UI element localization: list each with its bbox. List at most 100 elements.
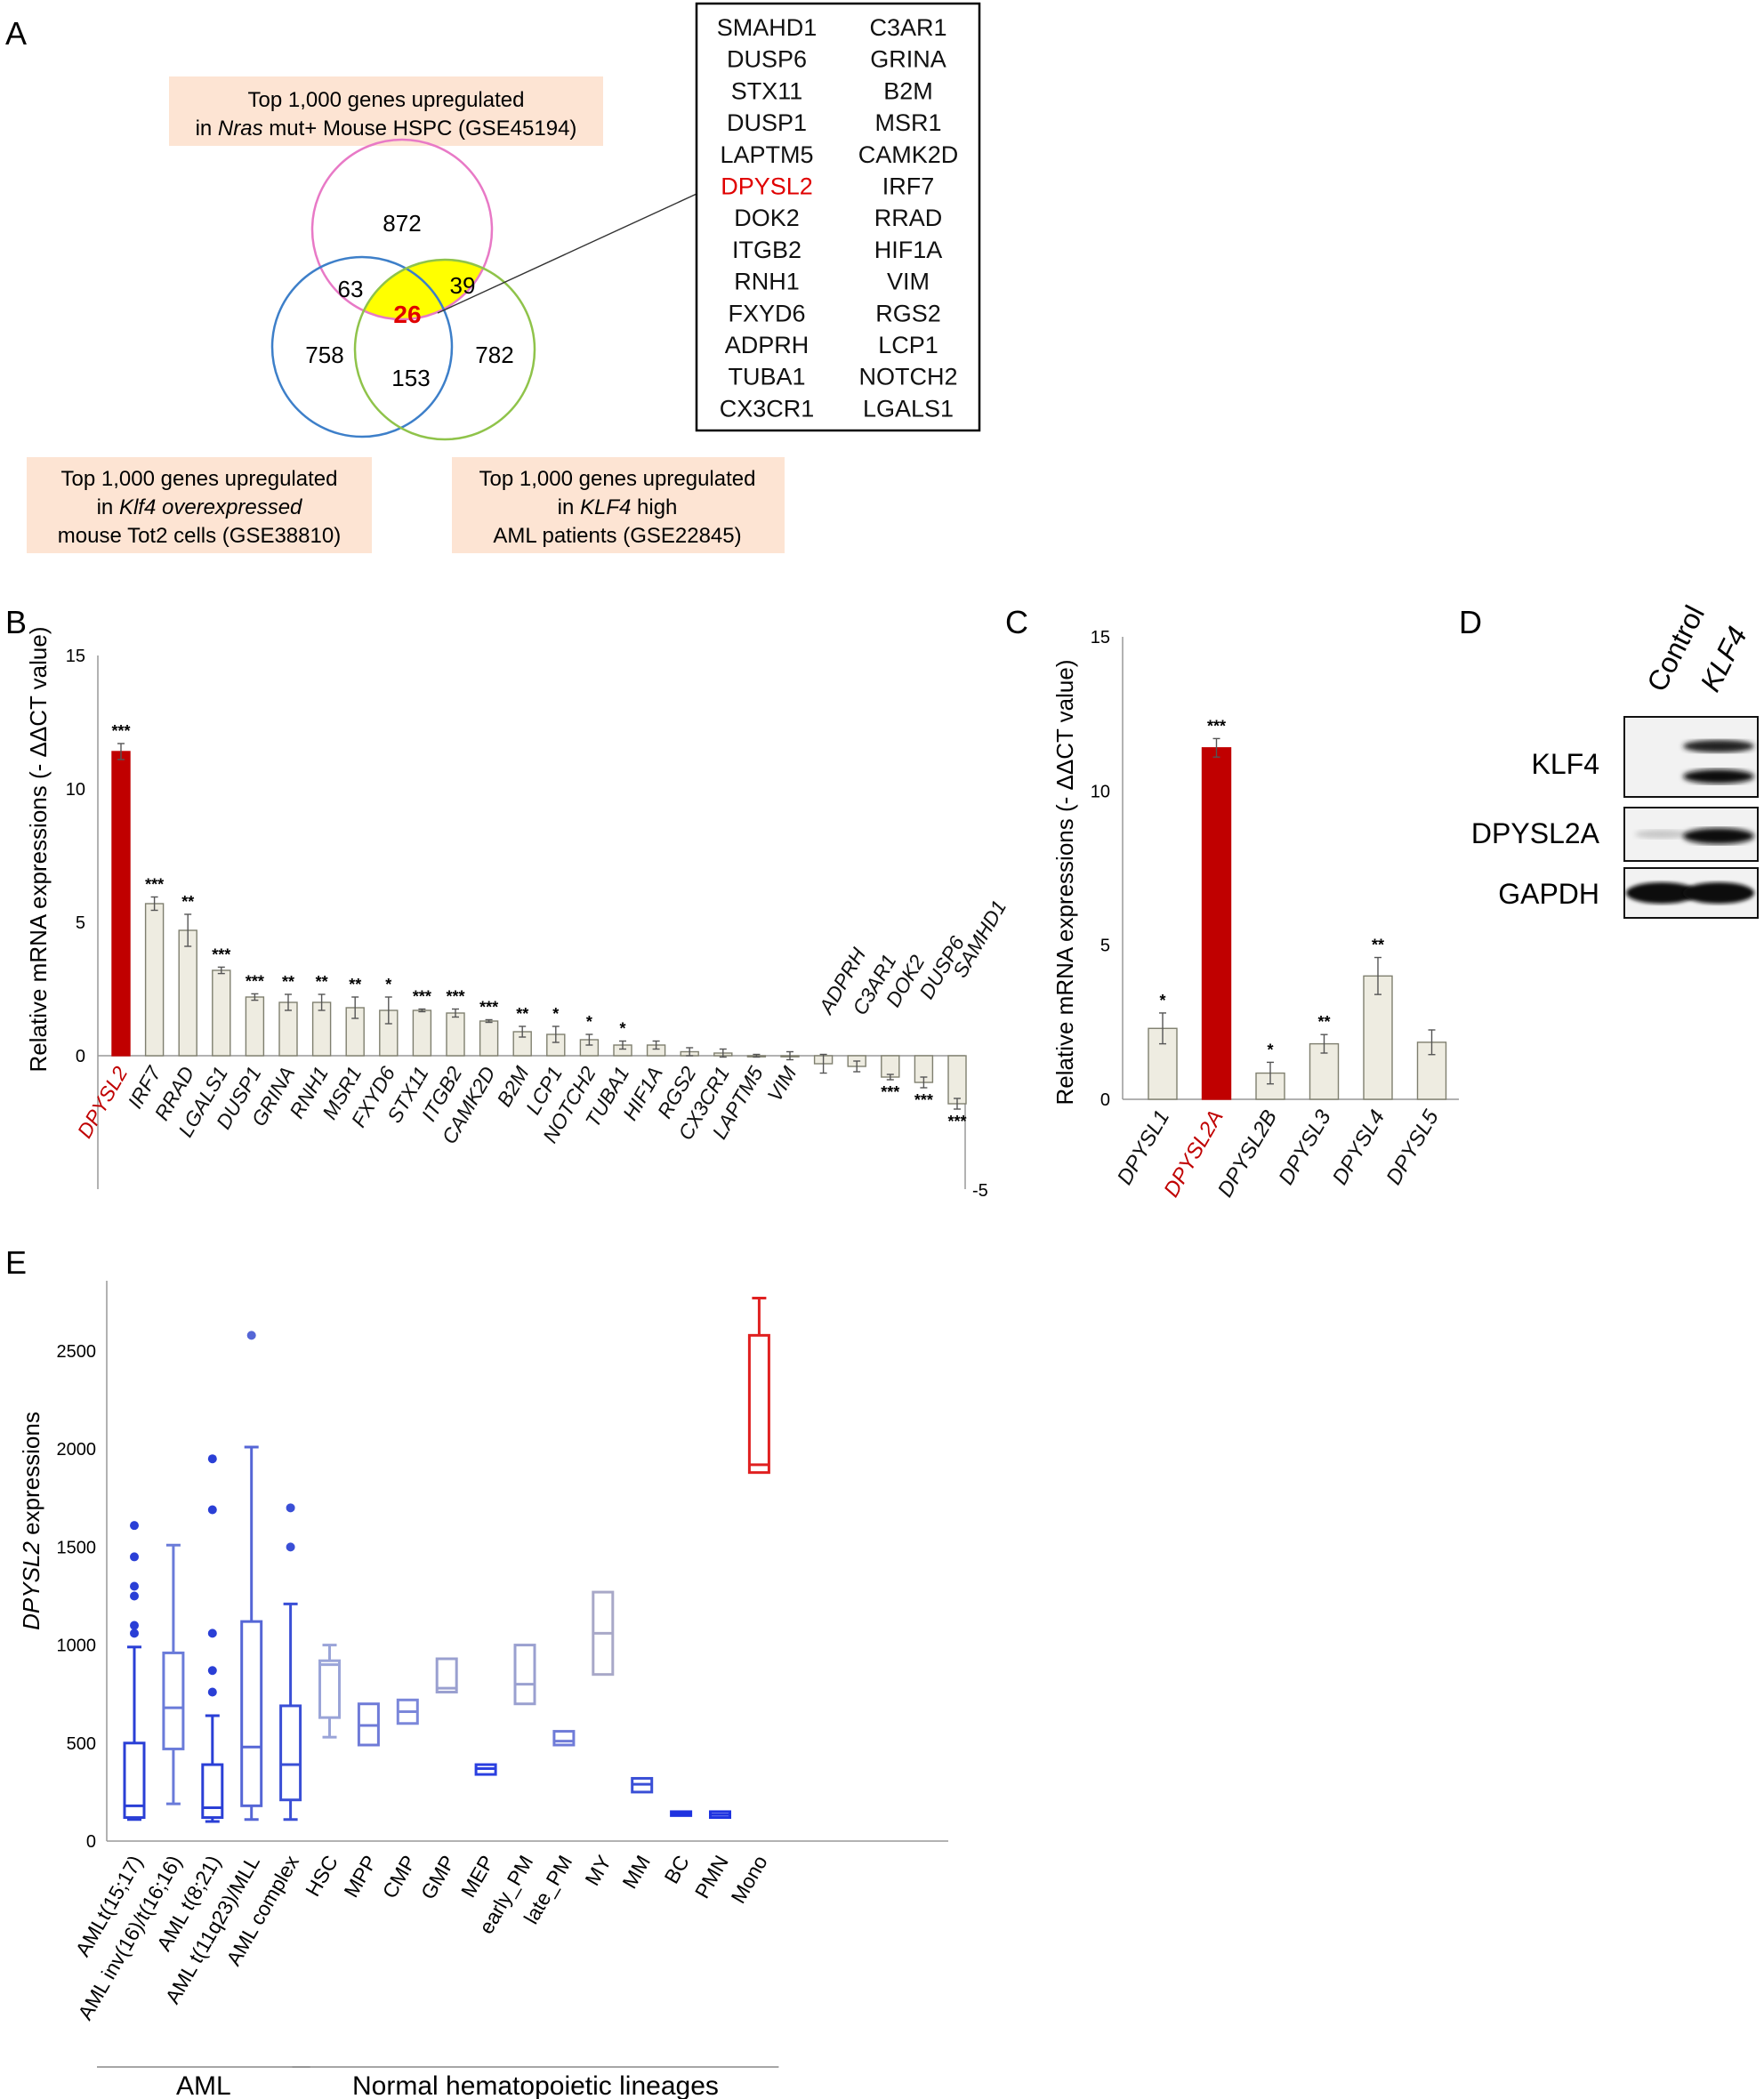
box-iqr	[318, 1659, 341, 1719]
x-tick-label: DPYSL5	[1381, 1106, 1444, 1189]
y-tick-label: -5	[972, 1181, 988, 1201]
y-tick-label: 15	[66, 647, 85, 666]
gene-name: DOK2	[734, 205, 800, 231]
box	[592, 1590, 615, 1677]
y-tick-label: 2000	[57, 1440, 97, 1460]
gene-list-box	[695, 2, 981, 432]
venn-count-center: 26	[393, 301, 421, 328]
gene-name: MSR1	[874, 109, 941, 136]
box	[396, 1698, 419, 1725]
y-tick-label: 0	[86, 1832, 96, 1852]
chart-b-ylabel: Relative mRNA expressions (- ΔΔCT value)	[25, 627, 52, 1073]
label-left-line1: Top 1,000 genes upregulated	[61, 467, 338, 491]
significance-mark: ***	[881, 1083, 899, 1101]
panel-a: Top 1,000 genes upregulated in Nras mut+…	[27, 2, 981, 553]
label-right-line2: in KLF4 high	[558, 495, 678, 519]
gene-name: CAMK2D	[858, 141, 959, 168]
gene-name: GRINA	[870, 46, 946, 73]
venn-count-top-right: 39	[450, 272, 476, 299]
significance-mark: **	[516, 1005, 528, 1023]
box	[201, 1454, 224, 1823]
gene-name: RRAD	[874, 205, 943, 231]
panel-label-e: E	[5, 1244, 27, 1281]
venn-count-right: 782	[475, 342, 513, 368]
box	[513, 1644, 536, 1706]
x-tick-label: CMP	[378, 1852, 421, 1902]
significance-mark: *	[619, 1020, 625, 1038]
blot-klf4	[1623, 716, 1759, 798]
significance-mark: ***	[1207, 717, 1226, 735]
gene-name: DUSP6	[727, 46, 807, 73]
outlier-point	[130, 1620, 139, 1630]
venn-center-fill	[355, 260, 452, 319]
label-right-line1: Top 1,000 genes upregulated	[479, 467, 756, 491]
bar	[245, 996, 265, 1057]
gene-name: NOTCH2	[858, 364, 957, 390]
y-tick-label: 5	[1100, 937, 1110, 956]
significance-mark: **	[349, 976, 361, 993]
gene-name: FXYD6	[728, 300, 805, 326]
label-top-line2: in Nras mut+ Mouse HSPC (GSE45194)	[196, 117, 577, 141]
outlier-point	[286, 1542, 295, 1552]
significance-mark: **	[1317, 1013, 1330, 1031]
bar	[446, 1012, 465, 1057]
box-iqr	[747, 1333, 770, 1475]
gene-name: DUSP1	[727, 109, 807, 136]
chart-e-groups: AML Normal hematopoietic lineages	[97, 2066, 779, 2099]
significance-mark: ***	[111, 722, 130, 740]
box-iqr	[279, 1704, 302, 1802]
box	[318, 1644, 341, 1739]
y-tick-label: 0	[76, 1047, 85, 1066]
bar	[947, 1055, 967, 1105]
outlier-point	[130, 1629, 139, 1638]
gene-name: SMAHD1	[717, 14, 818, 41]
significance-mark: ***	[212, 945, 230, 963]
x-tick-label: VIM	[762, 1062, 801, 1106]
panel-d-western-blot: Control KLF4 KLF4 DPYSL2A GAPDH	[1471, 600, 1759, 919]
chart-c-y-axis: 15 10 5 0	[1091, 628, 1459, 1110]
x-tick-label: MY	[580, 1852, 616, 1890]
box	[474, 1763, 497, 1776]
significance-mark: *	[1267, 1041, 1273, 1058]
box	[552, 1730, 576, 1747]
y-tick-label: 500	[67, 1734, 96, 1754]
blot-band	[1635, 830, 1688, 839]
gene-name: RGS2	[875, 300, 941, 326]
blot-band	[1683, 882, 1754, 904]
chart-b-x-labels: DPYSL2IRF7RRADLGALS1DUSP1GRINARNH1MSR1FX…	[73, 896, 1011, 1147]
box-iqr	[162, 1651, 185, 1750]
box-iqr	[201, 1763, 224, 1820]
box	[709, 1810, 731, 1820]
gene-name: CX3CR1	[720, 395, 815, 422]
chart-e-y-axis: 2500 2000 1500 1000 500 0	[57, 1281, 948, 1852]
chart-c-ylabel: Relative mRNA expressions (- ΔΔCT value)	[1051, 660, 1078, 1106]
chart-b-error-bars	[117, 743, 961, 1110]
y-tick-label: 10	[66, 780, 85, 800]
y-tick-label: 2500	[57, 1342, 97, 1362]
gene-name: HIF1A	[874, 237, 943, 263]
venn-count-top-left: 63	[338, 276, 364, 302]
group-label: Normal hematopoietic lineages	[352, 2071, 719, 2099]
x-tick-label: DPYSL3	[1274, 1106, 1336, 1189]
gene-name: LCP1	[878, 332, 938, 358]
chart-c-significance: *********	[1159, 717, 1384, 1058]
venn-count-left: 758	[305, 342, 343, 368]
venn-count-left-right: 153	[391, 365, 430, 391]
panel-label-d: D	[1459, 604, 1482, 640]
chart-c-bars	[1148, 747, 1447, 1100]
box	[435, 1657, 458, 1693]
chart-e-boxes	[123, 1296, 770, 1823]
bar	[1363, 975, 1393, 1100]
y-tick-label: 10	[1091, 782, 1110, 801]
gene-list-col1: SMAHD1 DUSP6 STX11 DUSP1 LAPTM5 DPYSL2 DOK2 ITG…	[717, 14, 818, 422]
x-tick-label: MPP	[339, 1852, 381, 1902]
x-tick-label: MM	[617, 1852, 655, 1893]
outlier-point	[207, 1687, 217, 1697]
significance-mark: ***	[914, 1091, 933, 1109]
outlier-point	[286, 1503, 295, 1513]
box	[670, 1810, 693, 1817]
label-box-right	[452, 457, 785, 553]
gene-name: LGALS1	[863, 395, 954, 422]
